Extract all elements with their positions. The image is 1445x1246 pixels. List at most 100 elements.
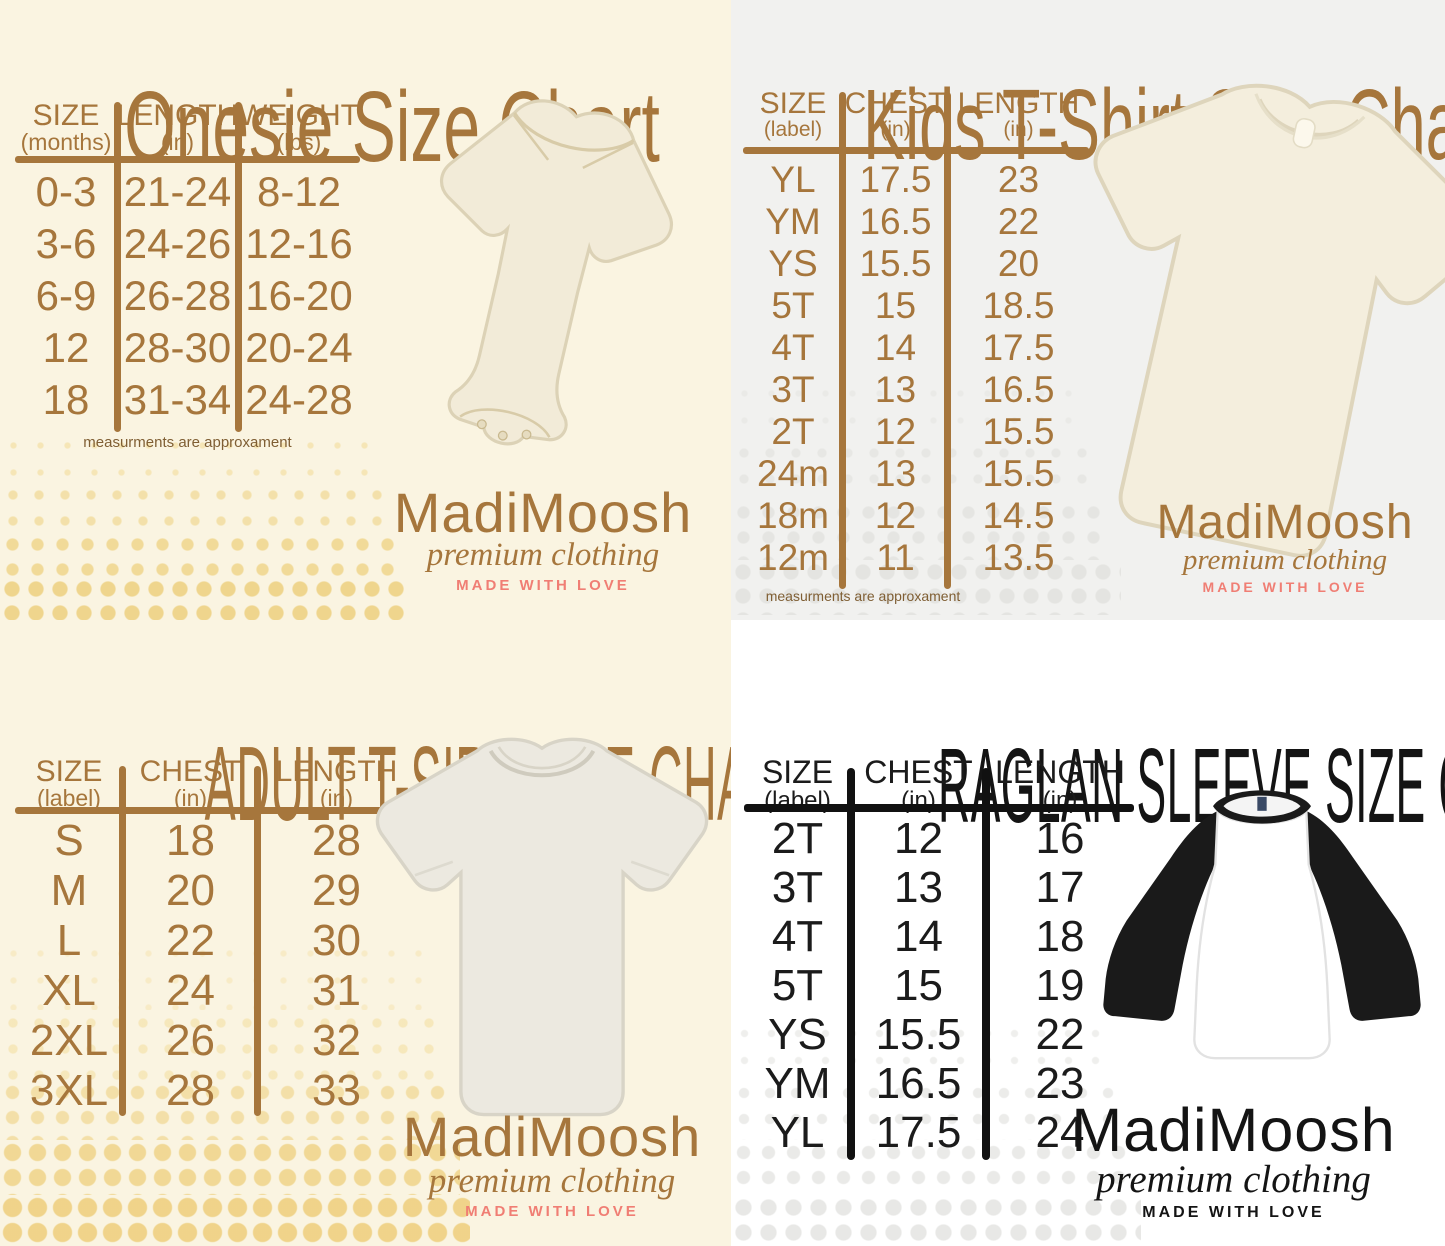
halftone-dots	[0, 482, 390, 532]
table-row: 5T 15 18.5	[743, 284, 1089, 326]
table-row: 2XL 26 32	[15, 1016, 415, 1066]
table-row: L 22 30	[15, 916, 415, 966]
table-header: SIZE (months) LENGTH (in) WEIGHT (lbs)	[15, 100, 360, 155]
table-column-divider	[847, 768, 855, 1160]
table-cell: 16.5	[875, 1058, 962, 1108]
table-cell: 15	[894, 960, 943, 1010]
table-cell: YL	[770, 158, 816, 200]
table-row: 2T 12 15.5	[743, 410, 1089, 452]
table-cell: 5T	[771, 960, 824, 1010]
raglan-size-table: SIZE (label) CHEST (in) LENGTH (in) 2T 12…	[744, 754, 1134, 1160]
table-cell: 33	[312, 1066, 361, 1115]
onesie-photo	[439, 99, 673, 446]
table-row: YM 16.5 22	[743, 200, 1089, 242]
table-body: S 18 28 M 20 29 L 22 30 XL 24 31 2XL 26 32 3XL 28 33	[15, 816, 415, 1116]
table-cell: 28	[312, 816, 361, 865]
table-cell: 11	[876, 536, 915, 578]
table-cell: 12-16	[245, 220, 353, 267]
brand-slogan: MADE WITH LOVE	[1202, 578, 1368, 595]
table-cell: YM	[765, 200, 821, 242]
table-row: 4T 14 17.5	[743, 326, 1089, 368]
table-cell: 18	[166, 816, 215, 865]
column-header: SIZE (label)	[759, 87, 827, 142]
table-cell: 14	[894, 911, 943, 961]
table-cell: 5T	[771, 284, 815, 326]
table-row: 0-3 21-24 8-12	[15, 166, 360, 218]
table-cell: 4T	[771, 911, 824, 961]
kids-tshirt-photo	[1093, 83, 1445, 558]
halftone-dots	[0, 1140, 460, 1195]
table-cell: 3T	[771, 368, 815, 410]
column-header: LENGTH (in)	[957, 87, 1080, 142]
table-cell: S	[54, 816, 84, 865]
halftone-dots	[731, 440, 1101, 500]
table-cell: 20-24	[245, 324, 353, 371]
table-cell: 2T	[771, 410, 815, 452]
halftone-dots	[0, 532, 400, 577]
table-cell: 22	[997, 200, 1040, 242]
table-cell: 24-26	[123, 220, 232, 267]
table-cell: 18m	[757, 494, 829, 536]
table-body: 0-3 21-24 8-12 3-6 24-26 12-16 6-9 26-28 16-20 12…	[15, 166, 360, 426]
table-cell: 24	[1035, 1107, 1085, 1157]
halftone-dots	[0, 1010, 440, 1080]
brand-tagline: premium clothing	[428, 1161, 676, 1201]
brand-tagline: premium clothing	[1096, 1157, 1371, 1201]
table-row: 4T 14 18	[744, 912, 1134, 961]
brand-slogan: MADE WITH LOVE	[456, 577, 630, 595]
table-cell: 31-34	[123, 376, 232, 423]
table-row: 3T 13 16.5	[743, 368, 1089, 410]
table-cell: 19	[1035, 960, 1085, 1010]
table-header-rule	[743, 147, 1089, 154]
brand-tagline: premium clothing	[426, 537, 660, 574]
table-column-divider	[235, 102, 242, 432]
table-cell: 15	[874, 284, 917, 326]
adult-tshirt-size-chart-panel: ADULT T-SIRT SIZE CHART SIZE (label) CHE…	[0, 620, 731, 1246]
table-row: M 20 29	[15, 866, 415, 916]
table-cell: 0-3	[35, 168, 97, 215]
brand-tagline: premium clothing	[1182, 543, 1388, 576]
table-header-rule	[15, 156, 360, 163]
table-row: 18m 12 14.5	[743, 494, 1089, 536]
table-cell: 18	[1035, 911, 1085, 961]
table-cell: 16.5	[982, 368, 1055, 410]
kids-tshirt-size-table: SIZE (label) CHEST (in) LENGTH (in) YL 17…	[743, 88, 1089, 593]
halftone-dots	[0, 1080, 450, 1140]
table-cell: 15.5	[982, 410, 1055, 452]
halftone-dots	[731, 1080, 1121, 1140]
table-row: 2T 12 16	[744, 814, 1134, 863]
table-cell: YM	[764, 1058, 831, 1108]
table-cell: 29	[312, 866, 361, 915]
table-row: 3T 13 17	[744, 863, 1134, 912]
table-row: 12m 11 13.5	[743, 536, 1089, 578]
table-row: 12 28-30 20-24	[15, 322, 360, 374]
table-cell: 22	[1035, 1009, 1085, 1059]
table-column-divider	[254, 766, 261, 1116]
measurement-note: measurments are approxament	[765, 588, 961, 604]
table-cell: YL	[770, 1107, 825, 1157]
table-cell: 24-28	[245, 376, 353, 423]
table-cell: 16	[1035, 813, 1085, 863]
table-cell: 3XL	[29, 1066, 109, 1115]
table-cell: 12	[874, 410, 917, 452]
brand-name: MadiMoosh	[1156, 496, 1414, 549]
brand-slogan: MADE WITH LOVE	[1142, 1203, 1325, 1221]
table-cell: 3-6	[35, 220, 97, 267]
table-column-divider	[119, 766, 126, 1116]
table-cell: 2XL	[29, 1016, 109, 1065]
table-cell: 20	[997, 242, 1040, 284]
table-cell: 13.5	[982, 536, 1055, 578]
halftone-dots	[731, 1140, 1131, 1195]
brand-logo: MadiMoosh premium clothing MADE WITH LOV…	[1031, 1100, 1436, 1221]
column-header: CHEST (in)	[864, 754, 973, 815]
table-cell: 24m	[757, 452, 829, 494]
table-column-divider	[114, 102, 121, 432]
table-cell: YS	[768, 1009, 827, 1059]
table-cell: 14	[874, 326, 917, 368]
table-header: SIZE (label) CHEST (in) LENGTH (in)	[744, 754, 1134, 815]
table-cell: 17.5	[982, 326, 1055, 368]
column-header: CHEST (in)	[844, 87, 947, 142]
table-cell: 13	[874, 452, 917, 494]
table-cell: 32	[312, 1016, 361, 1065]
